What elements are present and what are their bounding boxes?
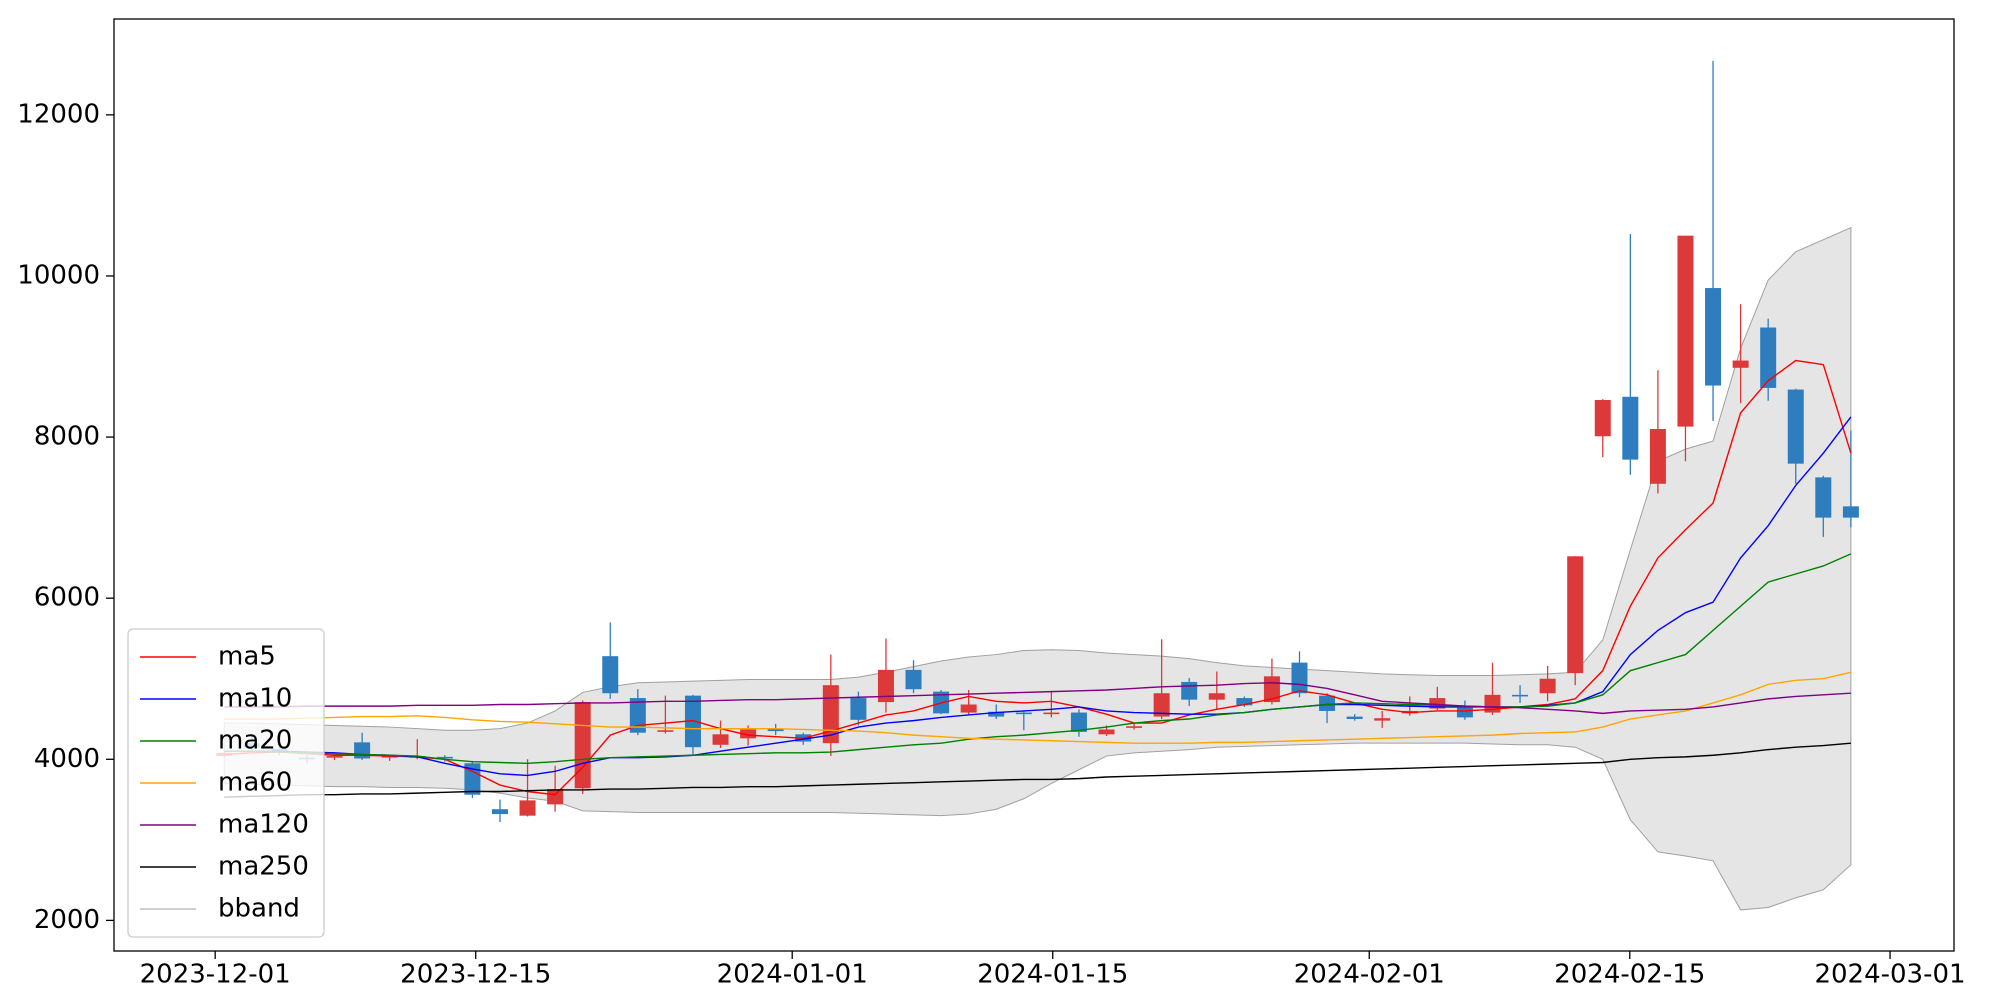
- legend: ma5 ma10 ma20 ma60 ma120 ma250 bband: [127, 628, 325, 938]
- candle-body: [1760, 327, 1777, 388]
- candle-body: [1153, 693, 1170, 717]
- legend-label: ma20: [218, 726, 292, 756]
- legend-box: [127, 628, 325, 938]
- candle-body: [822, 685, 839, 744]
- candle-body: [1787, 389, 1804, 464]
- legend-label: ma120: [218, 810, 309, 840]
- candle-body: [740, 729, 757, 739]
- candle-body: [381, 756, 398, 758]
- candle-body: [1319, 695, 1336, 711]
- plot-frame: [113, 18, 1955, 952]
- candle-body: [1677, 235, 1694, 427]
- ma-line: [224, 742, 1851, 798]
- candle-body: [574, 702, 591, 789]
- x-tick-label: 2024-02-01: [1294, 960, 1445, 990]
- candle-body: [1705, 288, 1722, 386]
- x-tick-label: 2024-03-01: [1814, 960, 1965, 990]
- y-tick-label: 2000: [34, 905, 100, 935]
- candle-body: [1015, 712, 1032, 715]
- legend-label: bband: [218, 894, 300, 924]
- y-tick-label: 12000: [17, 99, 100, 129]
- candle-body: [326, 756, 343, 758]
- candle-body: [877, 669, 894, 703]
- candle-body: [464, 763, 481, 795]
- candle-body: [657, 730, 674, 732]
- x-tick-label: 2024-01-01: [717, 960, 868, 990]
- candle-body: [1512, 694, 1529, 697]
- candle-body: [712, 734, 729, 745]
- candle-body: [1126, 726, 1143, 728]
- candle-body: [491, 809, 508, 815]
- ma-line: [224, 359, 1852, 796]
- candle-body: [1622, 396, 1639, 460]
- candle-body: [547, 789, 564, 805]
- candle-body: [519, 800, 536, 816]
- ma-line: [224, 553, 1852, 765]
- candle-body: [1236, 698, 1253, 706]
- legend-label: ma250: [218, 852, 309, 882]
- candle-body: [1484, 694, 1501, 713]
- candle-body: [1815, 477, 1832, 518]
- y-tick-label: 8000: [34, 422, 100, 452]
- candle-body: [1346, 716, 1363, 720]
- candle-body: [1374, 718, 1391, 721]
- x-tick-label: 2024-02-15: [1554, 960, 1705, 990]
- candle-body: [1098, 729, 1115, 735]
- candle-body: [850, 698, 867, 720]
- candle-body: [1539, 678, 1556, 694]
- candle-body: [1181, 681, 1198, 700]
- candle-body: [1070, 712, 1087, 732]
- candle-body: [1208, 693, 1225, 700]
- candle-body: [1842, 506, 1859, 518]
- bband-area: [223, 226, 1852, 911]
- candle-body: [1291, 662, 1308, 694]
- y-tick-label: 4000: [34, 744, 100, 774]
- candle-body: [1456, 707, 1473, 718]
- ma-line: [224, 671, 1852, 744]
- x-tick-label: 2024-01-15: [977, 960, 1128, 990]
- candle-body: [767, 728, 784, 732]
- x-tick-label: 2023-12-01: [140, 960, 291, 990]
- x-tick-label: 2023-12-15: [400, 960, 551, 990]
- candle-body: [436, 756, 453, 759]
- candle-body: [1043, 712, 1060, 715]
- legend-label: ma5: [218, 642, 276, 672]
- candle-body: [1567, 556, 1584, 674]
- candle-body: [1429, 698, 1446, 709]
- legend-label: ma60: [218, 768, 292, 798]
- legend-label: ma10: [218, 684, 292, 714]
- candle-body: [684, 695, 701, 748]
- candle-body: [1732, 360, 1749, 368]
- candle-body: [629, 698, 646, 733]
- candle-body: [602, 656, 619, 694]
- candle-body: [960, 704, 977, 713]
- ma-line: [224, 682, 1851, 715]
- candle-body: [905, 669, 922, 690]
- y-tick-label: 6000: [34, 583, 100, 613]
- candle-body: [1649, 429, 1666, 484]
- candle-body: [988, 711, 1005, 717]
- candle-body: [1594, 400, 1611, 437]
- y-tick-label: 10000: [17, 260, 100, 290]
